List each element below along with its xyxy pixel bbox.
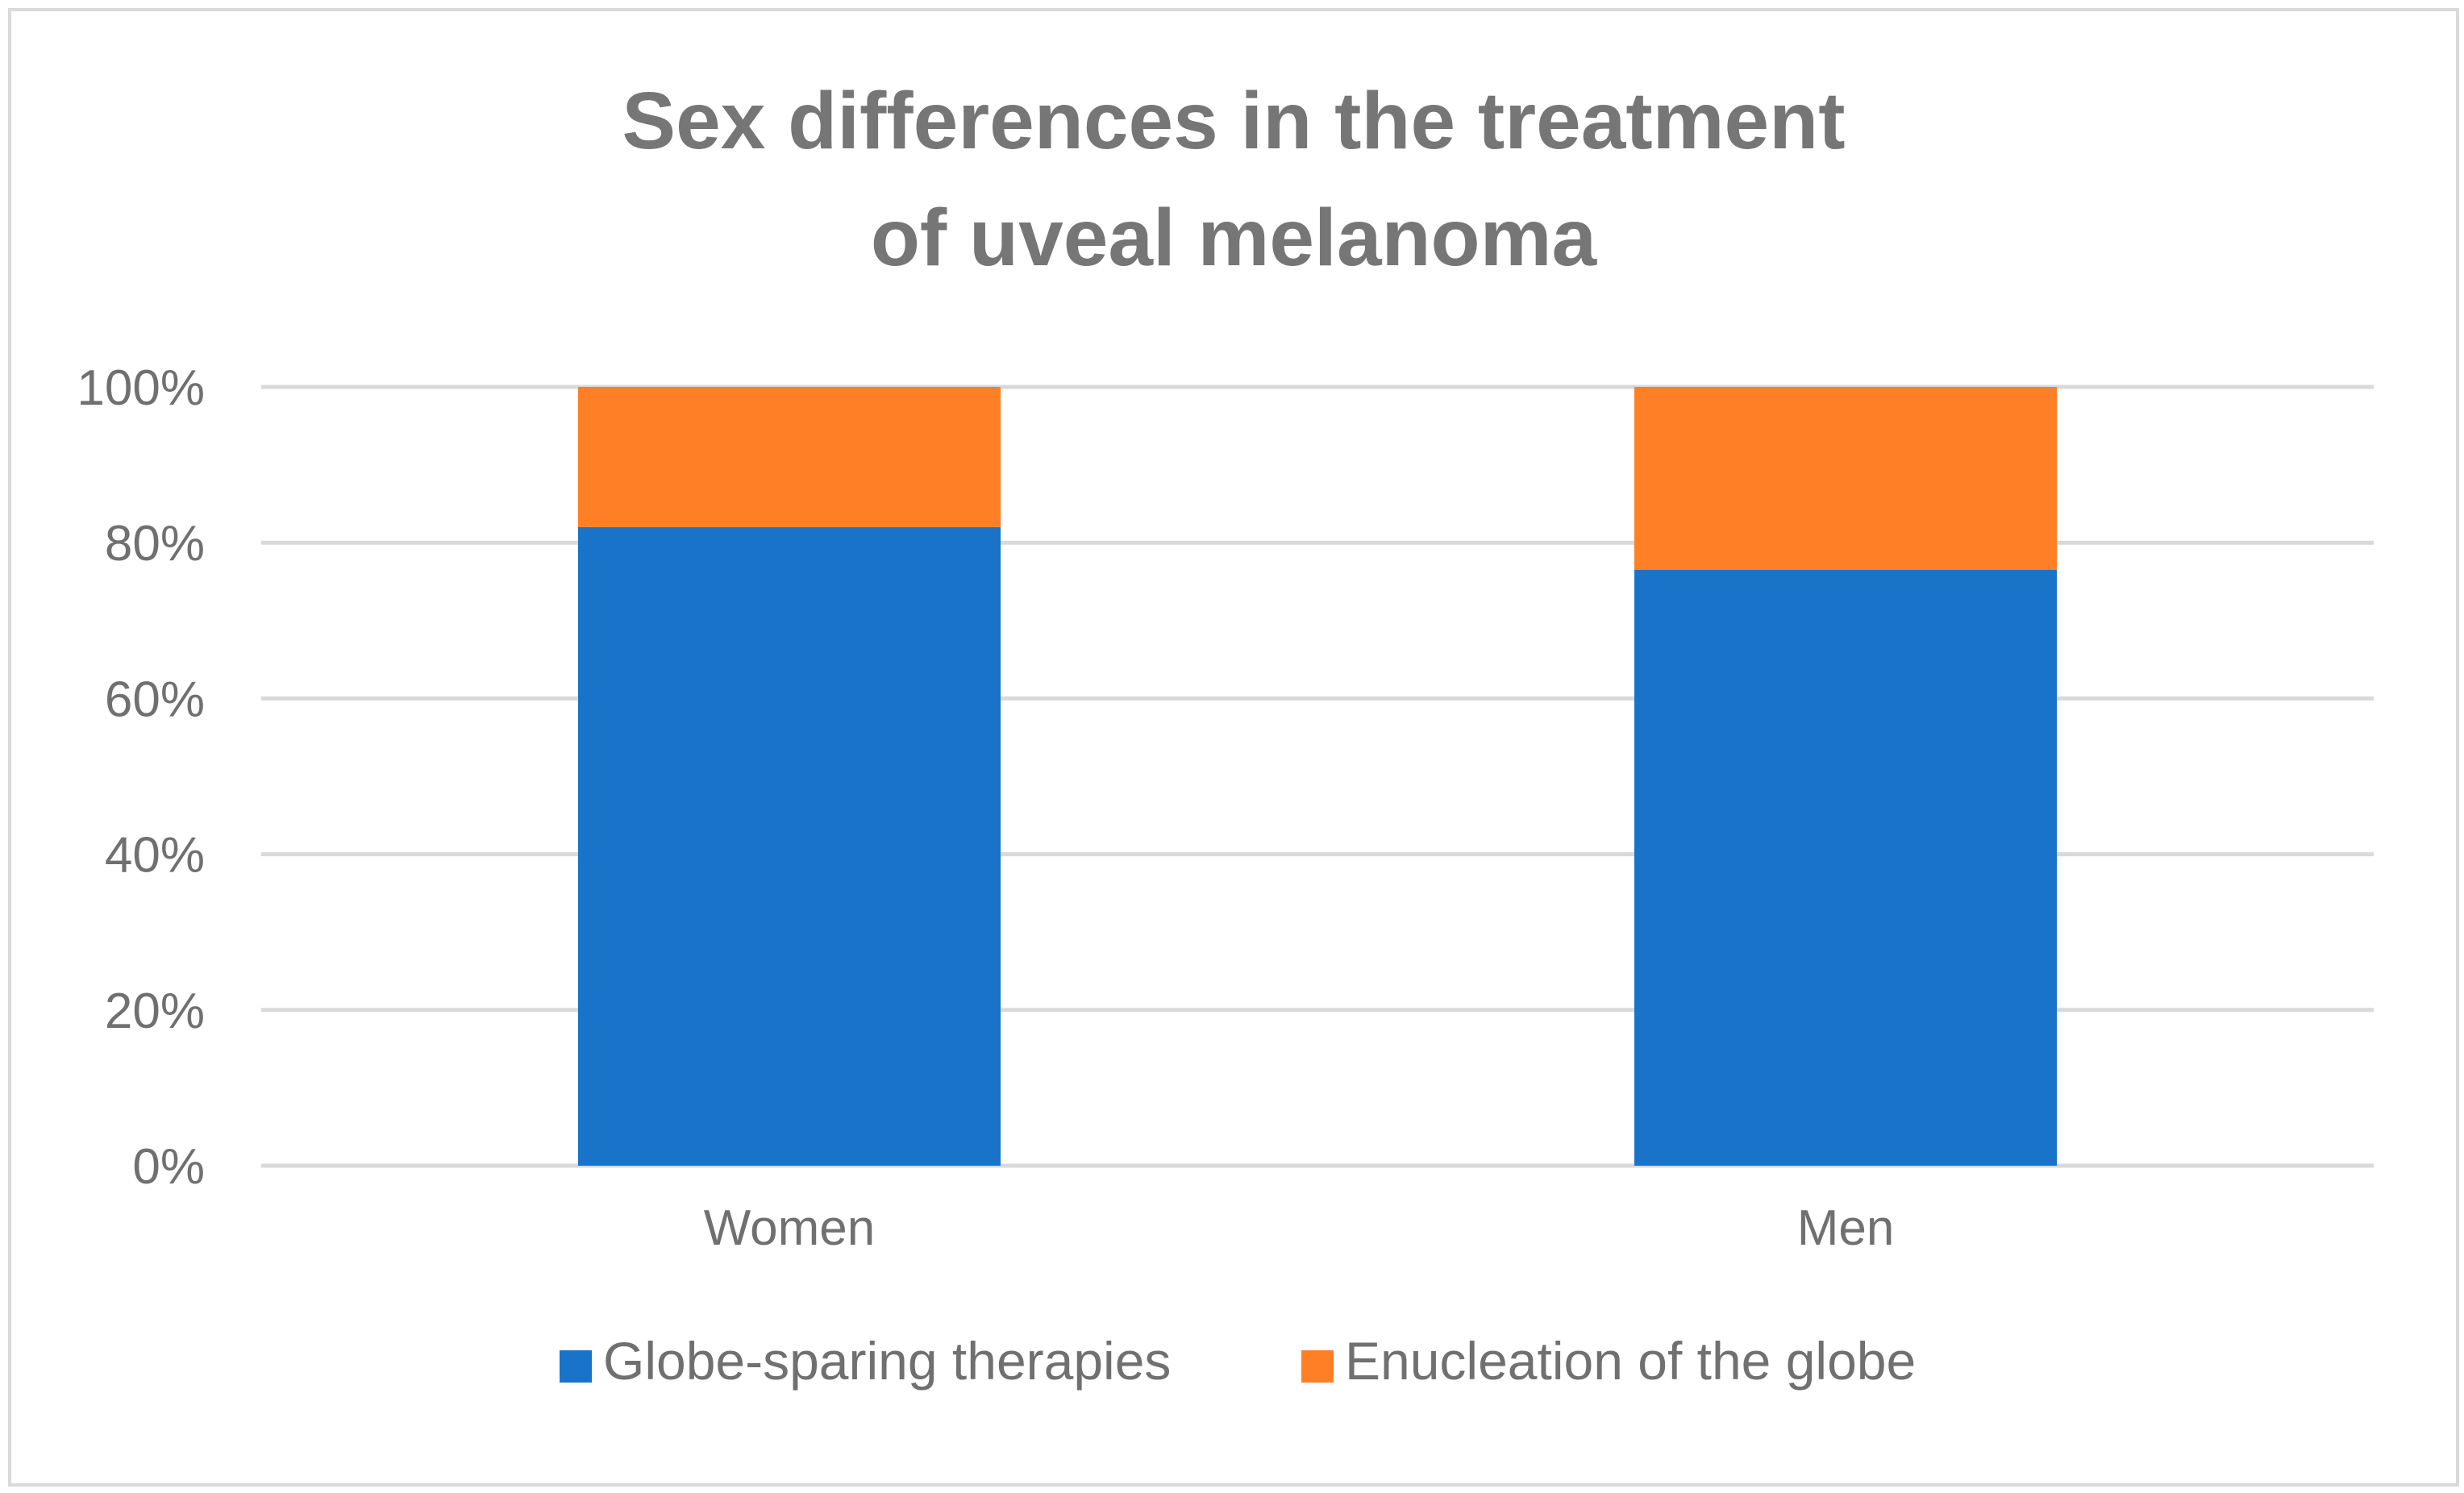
chart-svg: Sex differences in the treatment of uvea…	[77, 76, 2374, 1391]
x-tick-label: Women	[704, 1200, 876, 1256]
y-tick-label: 60%	[105, 672, 205, 727]
chart-title-line-1: Sex differences in the treatment	[622, 76, 1845, 166]
legend-label: Globe-sparing therapies	[603, 1331, 1171, 1391]
bar-women-enucleation	[578, 387, 1001, 527]
y-tick-label: 0%	[132, 1139, 205, 1195]
x-tick-label: Men	[1797, 1200, 1895, 1256]
legend-swatch	[560, 1350, 592, 1383]
y-tick-label: 40%	[105, 828, 205, 884]
bar-stack-group	[578, 387, 2057, 1166]
legend-swatch	[1301, 1350, 1334, 1383]
bar-men-enucleation	[1634, 387, 2057, 571]
y-tick-label: 20%	[105, 984, 205, 1039]
bar-women-globe-sparing	[578, 526, 1001, 1166]
x-axis-tick-labels: Women Men	[704, 1200, 1895, 1256]
chart-frame: Sex differences in the treatment of uvea…	[8, 8, 2459, 1487]
legend: Globe-sparing therapies Enucleation of th…	[560, 1331, 1916, 1391]
chart-title-line-2: of uveal melanoma	[871, 193, 1598, 283]
legend-label: Enucleation of the globe	[1345, 1331, 1916, 1391]
y-tick-label: 100%	[77, 360, 205, 416]
y-axis-tick-labels: 0% 20% 40% 60% 80% 100%	[77, 360, 205, 1195]
y-tick-label: 80%	[105, 516, 205, 572]
bar-men-globe-sparing	[1634, 570, 2057, 1166]
